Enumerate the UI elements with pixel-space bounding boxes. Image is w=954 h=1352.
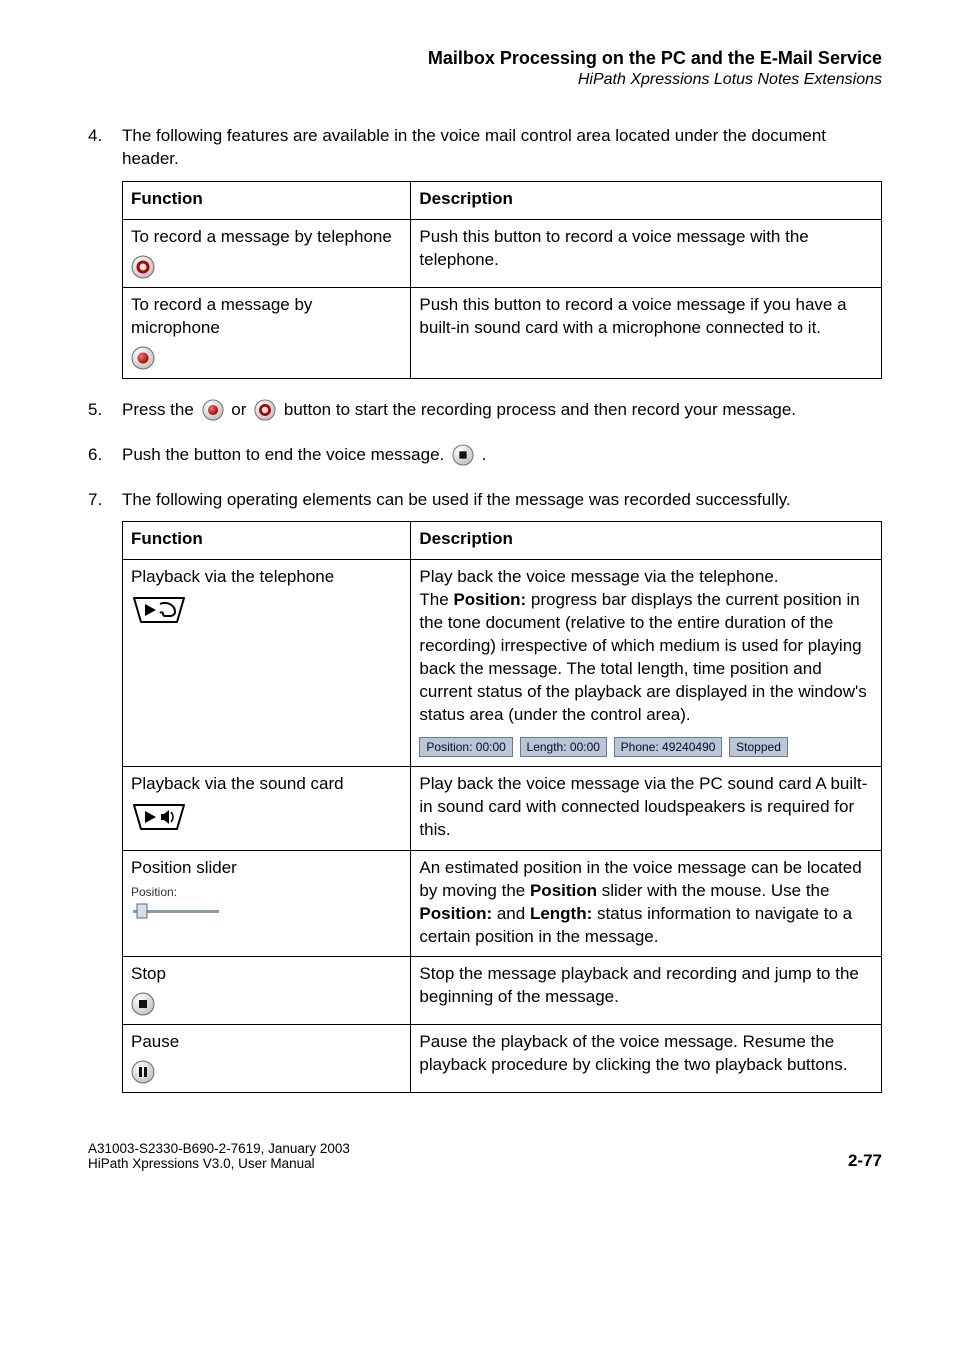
step-6: 6. Push the button to end the voice mess… bbox=[88, 444, 882, 477]
step-4-text: The following features are available in … bbox=[122, 125, 882, 171]
page-subtitle: HiPath Xpressions Lotus Notes Extensions bbox=[88, 71, 882, 89]
step-5-text: Press the or button to start the recordi… bbox=[122, 399, 882, 422]
footer-line1: A31003-S2330-B690-2-7619, January 2003 bbox=[88, 1141, 350, 1156]
table-row: Playback via the sound card Play back th… bbox=[123, 766, 882, 850]
step-number: 6. bbox=[88, 444, 122, 467]
func-position-slider: Position slider bbox=[131, 858, 237, 877]
step-5: 5. Press the or button to start the reco… bbox=[88, 399, 882, 432]
step5-text-c: button to start the recording process an… bbox=[284, 400, 796, 419]
step-number: 5. bbox=[88, 399, 122, 422]
func-stop: Stop bbox=[131, 964, 166, 983]
func-playback-telephone: Playback via the telephone bbox=[131, 567, 334, 586]
status-phone: Phone: 49240490 bbox=[614, 737, 723, 757]
desc-record-microphone: Push this button to record a voice messa… bbox=[411, 287, 882, 378]
record-telephone-icon[interactable] bbox=[254, 399, 276, 421]
desc-playback-soundcard: Play back the voice message via the PC s… bbox=[411, 766, 882, 850]
step5-text-a: Press the bbox=[122, 400, 199, 419]
footer: A31003-S2330-B690-2-7619, January 2003 H… bbox=[88, 1141, 882, 1171]
desc-stop: Stop the message playback and recording … bbox=[411, 957, 882, 1025]
step-number: 4. bbox=[88, 125, 122, 148]
record-microphone-icon[interactable] bbox=[131, 346, 155, 370]
step-4: 4. The following features are available … bbox=[88, 125, 882, 387]
record-microphone-icon[interactable] bbox=[202, 399, 224, 421]
desc-position-slider: An estimated position in the voice messa… bbox=[411, 850, 882, 957]
step-7-table: Function Description Playback via the te… bbox=[122, 521, 882, 1093]
status-position: Position: 00:00 bbox=[419, 737, 512, 757]
footer-line2: HiPath Xpressions V3.0, User Manual bbox=[88, 1156, 350, 1171]
step-7-text: The following operating elements can be … bbox=[122, 489, 882, 512]
table-head-function: Function bbox=[123, 181, 411, 219]
table-row: Position slider Position: An estimated p… bbox=[123, 850, 882, 957]
table-row: Playback via the telephone Play back the… bbox=[123, 560, 882, 767]
table-row: To record a message by telephone Push th… bbox=[123, 219, 882, 287]
func-pause: Pause bbox=[131, 1032, 179, 1051]
table-row: Pause Pause the playback of the voice me… bbox=[123, 1025, 882, 1093]
table-head-description: Description bbox=[411, 181, 882, 219]
step6-text-b: . bbox=[482, 445, 487, 464]
func-record-microphone: To record a message by microphone bbox=[131, 295, 312, 337]
record-telephone-icon[interactable] bbox=[131, 255, 155, 279]
step5-text-b: or bbox=[231, 400, 251, 419]
page: Mailbox Processing on the PC and the E-M… bbox=[0, 0, 954, 1211]
step-7: 7. The following operating elements can … bbox=[88, 489, 882, 1102]
page-number: 2-77 bbox=[848, 1151, 882, 1171]
desc-playback-telephone: Play back the voice message via the tele… bbox=[419, 567, 866, 724]
page-title: Mailbox Processing on the PC and the E-M… bbox=[88, 48, 882, 69]
func-playback-soundcard: Playback via the sound card bbox=[131, 774, 344, 793]
status-length: Length: 00:00 bbox=[520, 737, 607, 757]
step-number: 7. bbox=[88, 489, 122, 512]
play-telephone-icon[interactable] bbox=[131, 595, 187, 625]
table-row: Stop Stop the message playback and recor… bbox=[123, 957, 882, 1025]
stop-icon[interactable] bbox=[452, 444, 474, 466]
status-state: Stopped bbox=[729, 737, 788, 757]
desc-pause: Pause the playback of the voice message.… bbox=[411, 1025, 882, 1093]
step-6-text: Push the button to end the voice message… bbox=[122, 444, 882, 467]
table-head-description: Description bbox=[411, 522, 882, 560]
table-head-function: Function bbox=[123, 522, 411, 560]
step6-text-a: Push the button to end the voice message… bbox=[122, 445, 449, 464]
desc-record-telephone: Push this button to record a voice messa… bbox=[411, 219, 882, 287]
step-4-table: Function Description To record a message… bbox=[122, 181, 882, 379]
position-slider-icon[interactable] bbox=[131, 901, 221, 921]
func-record-telephone: To record a message by telephone bbox=[131, 227, 392, 246]
pause-icon[interactable] bbox=[131, 1060, 155, 1084]
status-bar: Position: 00:00 Length: 00:00 Phone: 492… bbox=[419, 735, 873, 758]
stop-icon[interactable] bbox=[131, 992, 155, 1016]
slider-label: Position: bbox=[131, 884, 402, 900]
play-soundcard-icon[interactable] bbox=[131, 802, 187, 832]
table-row: To record a message by microphone Push t… bbox=[123, 287, 882, 378]
